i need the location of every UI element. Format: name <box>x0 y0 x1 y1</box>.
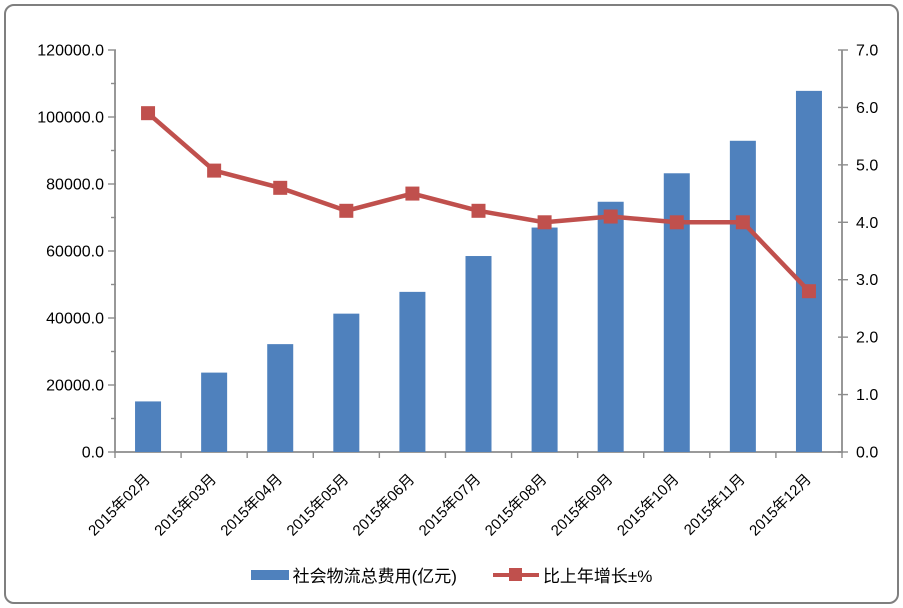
bar <box>135 401 162 452</box>
right-axis-tick-label: 1.0 <box>856 387 878 404</box>
x-axis-category-label: 2015年07月 <box>416 471 485 540</box>
left-axis-tick-label: 40000.0 <box>46 311 104 328</box>
x-axis-category-label: 2015年03月 <box>151 471 220 540</box>
x-axis-category-label: 2015年12月 <box>746 471 815 540</box>
line-marker <box>537 215 552 230</box>
left-axis-tick-label: 0.0 <box>82 445 104 462</box>
right-axis-tick-label: 0.0 <box>856 445 878 462</box>
x-axis-category-label: 2015年02月 <box>85 471 154 540</box>
line-marker <box>669 215 684 230</box>
legend: 社会物流总费用(亿元) 比上年增长±% <box>0 562 903 587</box>
right-axis-tick-label: 2.0 <box>856 330 878 347</box>
line-series-swatch-icon <box>492 568 539 581</box>
line-marker <box>207 163 222 178</box>
legend-item-line-series: 比上年增长±% <box>492 562 653 587</box>
right-axis-tick-label: 5.0 <box>856 157 878 174</box>
bar <box>465 256 492 452</box>
line-marker <box>141 106 156 121</box>
x-axis-category-label: 2015年05月 <box>284 471 353 540</box>
right-axis-tick-label: 3.0 <box>856 272 878 289</box>
left-axis-tick-label: 100000.0 <box>37 110 104 127</box>
x-axis-category-label: 2015年11月 <box>681 471 749 539</box>
x-axis-category-label: 2015年04月 <box>217 471 286 540</box>
bar-series-swatch-icon <box>250 569 289 580</box>
bar <box>663 173 690 452</box>
x-axis-category-label: 2015年06月 <box>350 471 419 540</box>
right-axis-tick-label: 4.0 <box>856 215 878 232</box>
bar-series-label: 社会物流总费用(亿元) <box>292 567 457 586</box>
x-axis-category-label: 2015年10月 <box>614 471 683 540</box>
line-marker <box>603 209 618 224</box>
line-marker <box>273 180 288 195</box>
legend-item-bar-series: 社会物流总费用(亿元) <box>250 562 457 587</box>
line-marker <box>471 203 486 218</box>
bar <box>531 227 558 452</box>
bar <box>333 313 360 452</box>
right-axis-tick-label: 6.0 <box>856 100 878 117</box>
bar <box>597 201 624 452</box>
left-axis-tick-label: 120000.0 <box>37 43 104 60</box>
line-series-label: 比上年增长±% <box>542 567 653 586</box>
x-axis-category-label: 2015年09月 <box>548 471 617 540</box>
left-axis-tick-label: 60000.0 <box>46 244 104 261</box>
line-marker <box>801 284 816 299</box>
line-marker <box>405 186 420 201</box>
line-marker <box>735 215 750 230</box>
bar <box>729 140 756 452</box>
x-axis-category-label: 2015年08月 <box>482 471 551 540</box>
bar <box>201 372 228 452</box>
bar <box>267 344 294 452</box>
bar <box>399 291 426 452</box>
bar <box>795 90 822 453</box>
right-axis-tick-label: 7.0 <box>856 43 878 60</box>
line-marker <box>339 203 354 218</box>
left-axis-tick-label: 80000.0 <box>46 177 104 194</box>
left-axis-tick-label: 20000.0 <box>46 378 104 395</box>
line-series-marker-icon <box>508 568 522 581</box>
